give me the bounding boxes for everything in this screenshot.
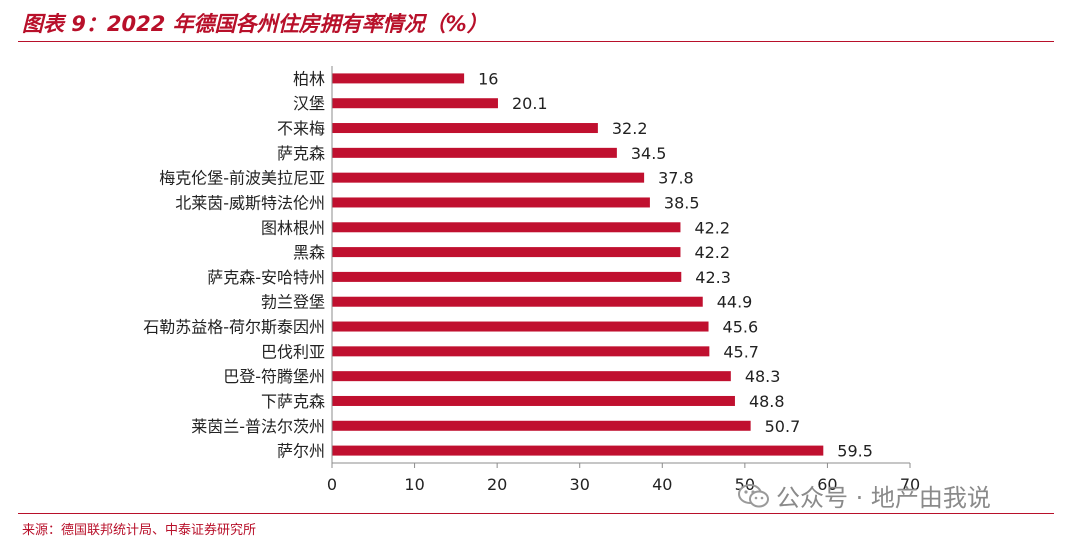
category-label: 下萨克森 [261, 392, 325, 411]
bar [332, 346, 710, 357]
watermark: 公众号 · 地产由我说 [738, 478, 991, 513]
category-label: 萨尔州 [277, 442, 325, 461]
bar [332, 371, 731, 382]
x-tick-label: 60 [817, 475, 837, 494]
x-tick-label: 10 [404, 475, 424, 494]
value-label: 42.3 [695, 268, 731, 287]
x-tick-label: 40 [652, 475, 672, 494]
bar [332, 395, 735, 406]
category-label: 萨克森 [277, 144, 325, 163]
value-label: 45.6 [723, 318, 759, 337]
category-label: 萨克森-安哈特州 [207, 268, 325, 287]
value-label: 38.5 [664, 193, 700, 212]
value-label: 20.1 [512, 94, 548, 113]
bar [332, 123, 598, 134]
category-label: 图林根州 [261, 218, 325, 237]
title-divider [18, 41, 1054, 42]
category-label: 不来梅 [277, 119, 325, 138]
bar [332, 420, 751, 431]
bar [332, 222, 681, 233]
category-label: 黑森 [293, 243, 325, 262]
bar [332, 445, 824, 456]
category-label: 北莱茵-威斯特法伦州 [175, 193, 325, 212]
category-label: 勃兰登堡 [261, 293, 325, 312]
bar [332, 321, 709, 332]
category-label: 莱茵兰-普法尔茨州 [191, 417, 325, 436]
value-label: 37.8 [658, 169, 694, 188]
wechat-icon [738, 483, 770, 509]
source-note: 来源：德国联邦统计局、中泰证券研究所 [22, 523, 257, 538]
bar [332, 98, 498, 109]
value-label: 48.3 [745, 367, 781, 386]
bar [332, 271, 682, 282]
bar [332, 247, 681, 258]
value-label: 59.5 [837, 442, 873, 461]
category-label: 梅克伦堡-前波美拉尼亚 [159, 169, 325, 188]
bar [332, 197, 650, 208]
watermark-text: 公众号 · 地产由我说 [776, 484, 991, 512]
bar [332, 73, 465, 84]
x-tick-label: 70 [900, 475, 920, 494]
value-label: 45.7 [723, 342, 759, 361]
value-label: 42.2 [694, 218, 730, 237]
category-label: 柏林 [293, 69, 325, 88]
bar [332, 296, 703, 307]
chart-title: 图表 9：2022 年德国各州住房拥有率情况（%） [22, 12, 488, 36]
source-divider [18, 513, 1054, 514]
x-tick-label: 0 [327, 475, 337, 494]
value-label: 42.2 [694, 243, 730, 262]
x-tick-label: 30 [570, 475, 590, 494]
bar [332, 172, 645, 183]
value-label: 48.8 [749, 392, 785, 411]
category-label: 汉堡 [293, 94, 325, 113]
category-label: 巴登-符腾堡州 [223, 367, 325, 386]
value-label: 16 [478, 69, 498, 88]
value-label: 50.7 [765, 417, 801, 436]
value-label: 32.2 [612, 119, 648, 138]
x-tick-label: 20 [487, 475, 507, 494]
value-label: 34.5 [631, 144, 667, 163]
category-label: 石勒苏益格-荷尔斯泰因州 [143, 318, 325, 337]
category-label: 巴伐利亚 [261, 342, 325, 361]
bar [332, 147, 617, 158]
value-label: 44.9 [717, 293, 753, 312]
